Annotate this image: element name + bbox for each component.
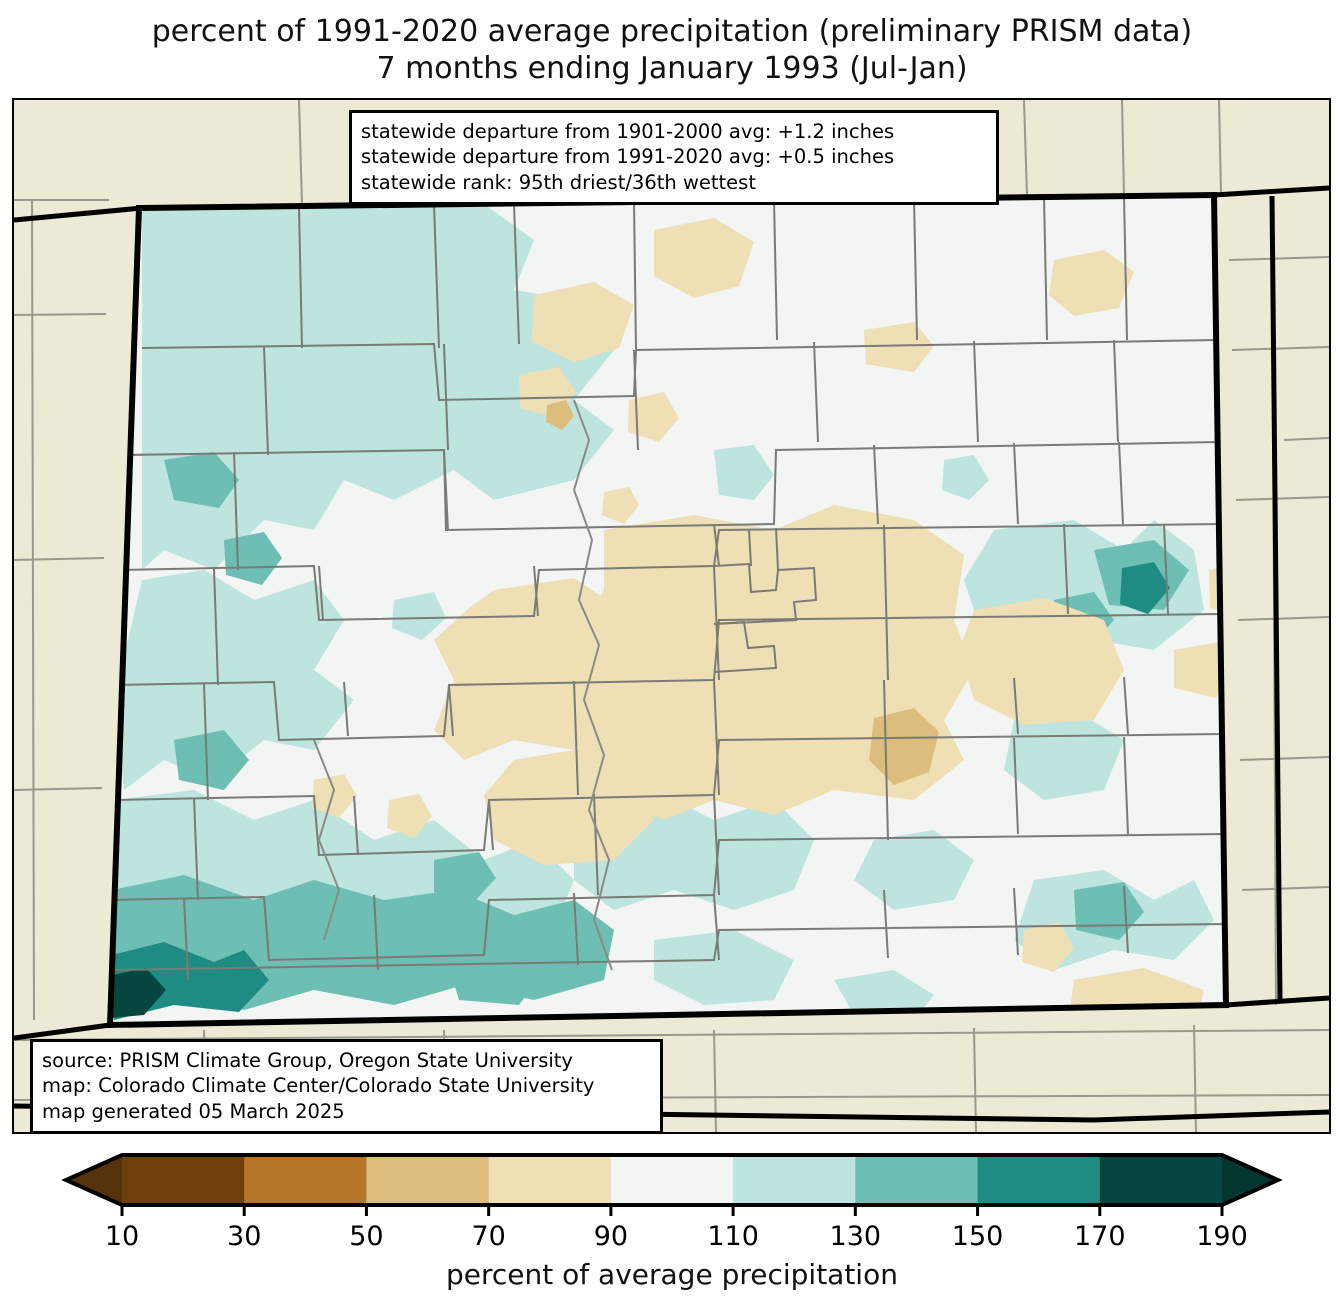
stats-line-1: statewide departure from 1901-2000 avg: …	[361, 120, 895, 143]
colorbar-tick-label: 50	[349, 1221, 384, 1252]
colorbar-tick-label: 130	[829, 1221, 882, 1252]
colorbar-axis-label: percent of average precipitation	[446, 1258, 898, 1291]
colorado-county-lines	[110, 195, 1226, 981]
colorbar-tick-label: 30	[227, 1221, 262, 1252]
colorbar-segment	[366, 1155, 490, 1205]
colorbar-swatches	[61, 1153, 1283, 1216]
source-line-3: map generated 05 March 2025	[42, 1099, 345, 1123]
colorbar-segment	[977, 1155, 1101, 1205]
colorbar-segment	[1099, 1155, 1223, 1205]
colorbar-segment	[488, 1155, 612, 1205]
stats-line-2: statewide departure from 1991-2020 avg: …	[361, 145, 895, 169]
precipitation-contours	[110, 195, 1226, 1025]
stats-line-3: statewide rank: 95th driest/36th wettest	[361, 170, 756, 194]
colorbar-outline	[61, 1153, 1283, 1207]
colorbar-tick-label: 170	[1073, 1221, 1126, 1252]
source-line-2: map: Colorado Climate Center/Colorado St…	[42, 1074, 595, 1098]
colorbar-segment	[244, 1155, 368, 1205]
colorbar-tick-label: 90	[593, 1221, 629, 1252]
colorbar-tick-label: 190	[1196, 1221, 1248, 1252]
colorbar-segment	[855, 1155, 979, 1205]
colorbar-extend-low	[66, 1155, 122, 1205]
page-title: percent of 1991-2020 average precipitati…	[0, 14, 1344, 87]
source-line-1: source: PRISM Climate Group, Oregon Stat…	[42, 1049, 573, 1072]
colorbar-tick-labels: 10 30 50 70 90 110 130 150 170 190	[0, 1221, 1344, 1261]
colorado-precipitation-map	[14, 100, 1329, 1132]
colorbar-tick-label: 10	[104, 1221, 140, 1252]
source-box: source: PRISM Climate Group, Oregon Stat…	[30, 1039, 663, 1135]
colorbar-extend-high	[1222, 1155, 1278, 1205]
colorbar-segment-group	[66, 1155, 1278, 1205]
statistics-box: statewide departure from 1901-2000 avg: …	[349, 110, 999, 206]
contour-170-190	[110, 968, 166, 1018]
title-line-2: 7 months ending January 1993 (Jul-Jan)	[376, 50, 968, 86]
colorbar-tick-label: 70	[471, 1221, 506, 1252]
colorbar-segment	[122, 1155, 245, 1205]
colorbar-segment	[610, 1155, 734, 1205]
map-frame	[12, 98, 1331, 1134]
colorbar-tick-label: 150	[951, 1221, 1004, 1252]
title-line-1: percent of 1991-2020 average precipitati…	[151, 14, 1193, 49]
colorbar: 10 30 50 70 90 110 130 150 170 190 percent of ave…	[0, 1143, 1344, 1299]
colorbar-segment	[733, 1155, 856, 1205]
colorbar-tick-label: 110	[707, 1221, 759, 1252]
